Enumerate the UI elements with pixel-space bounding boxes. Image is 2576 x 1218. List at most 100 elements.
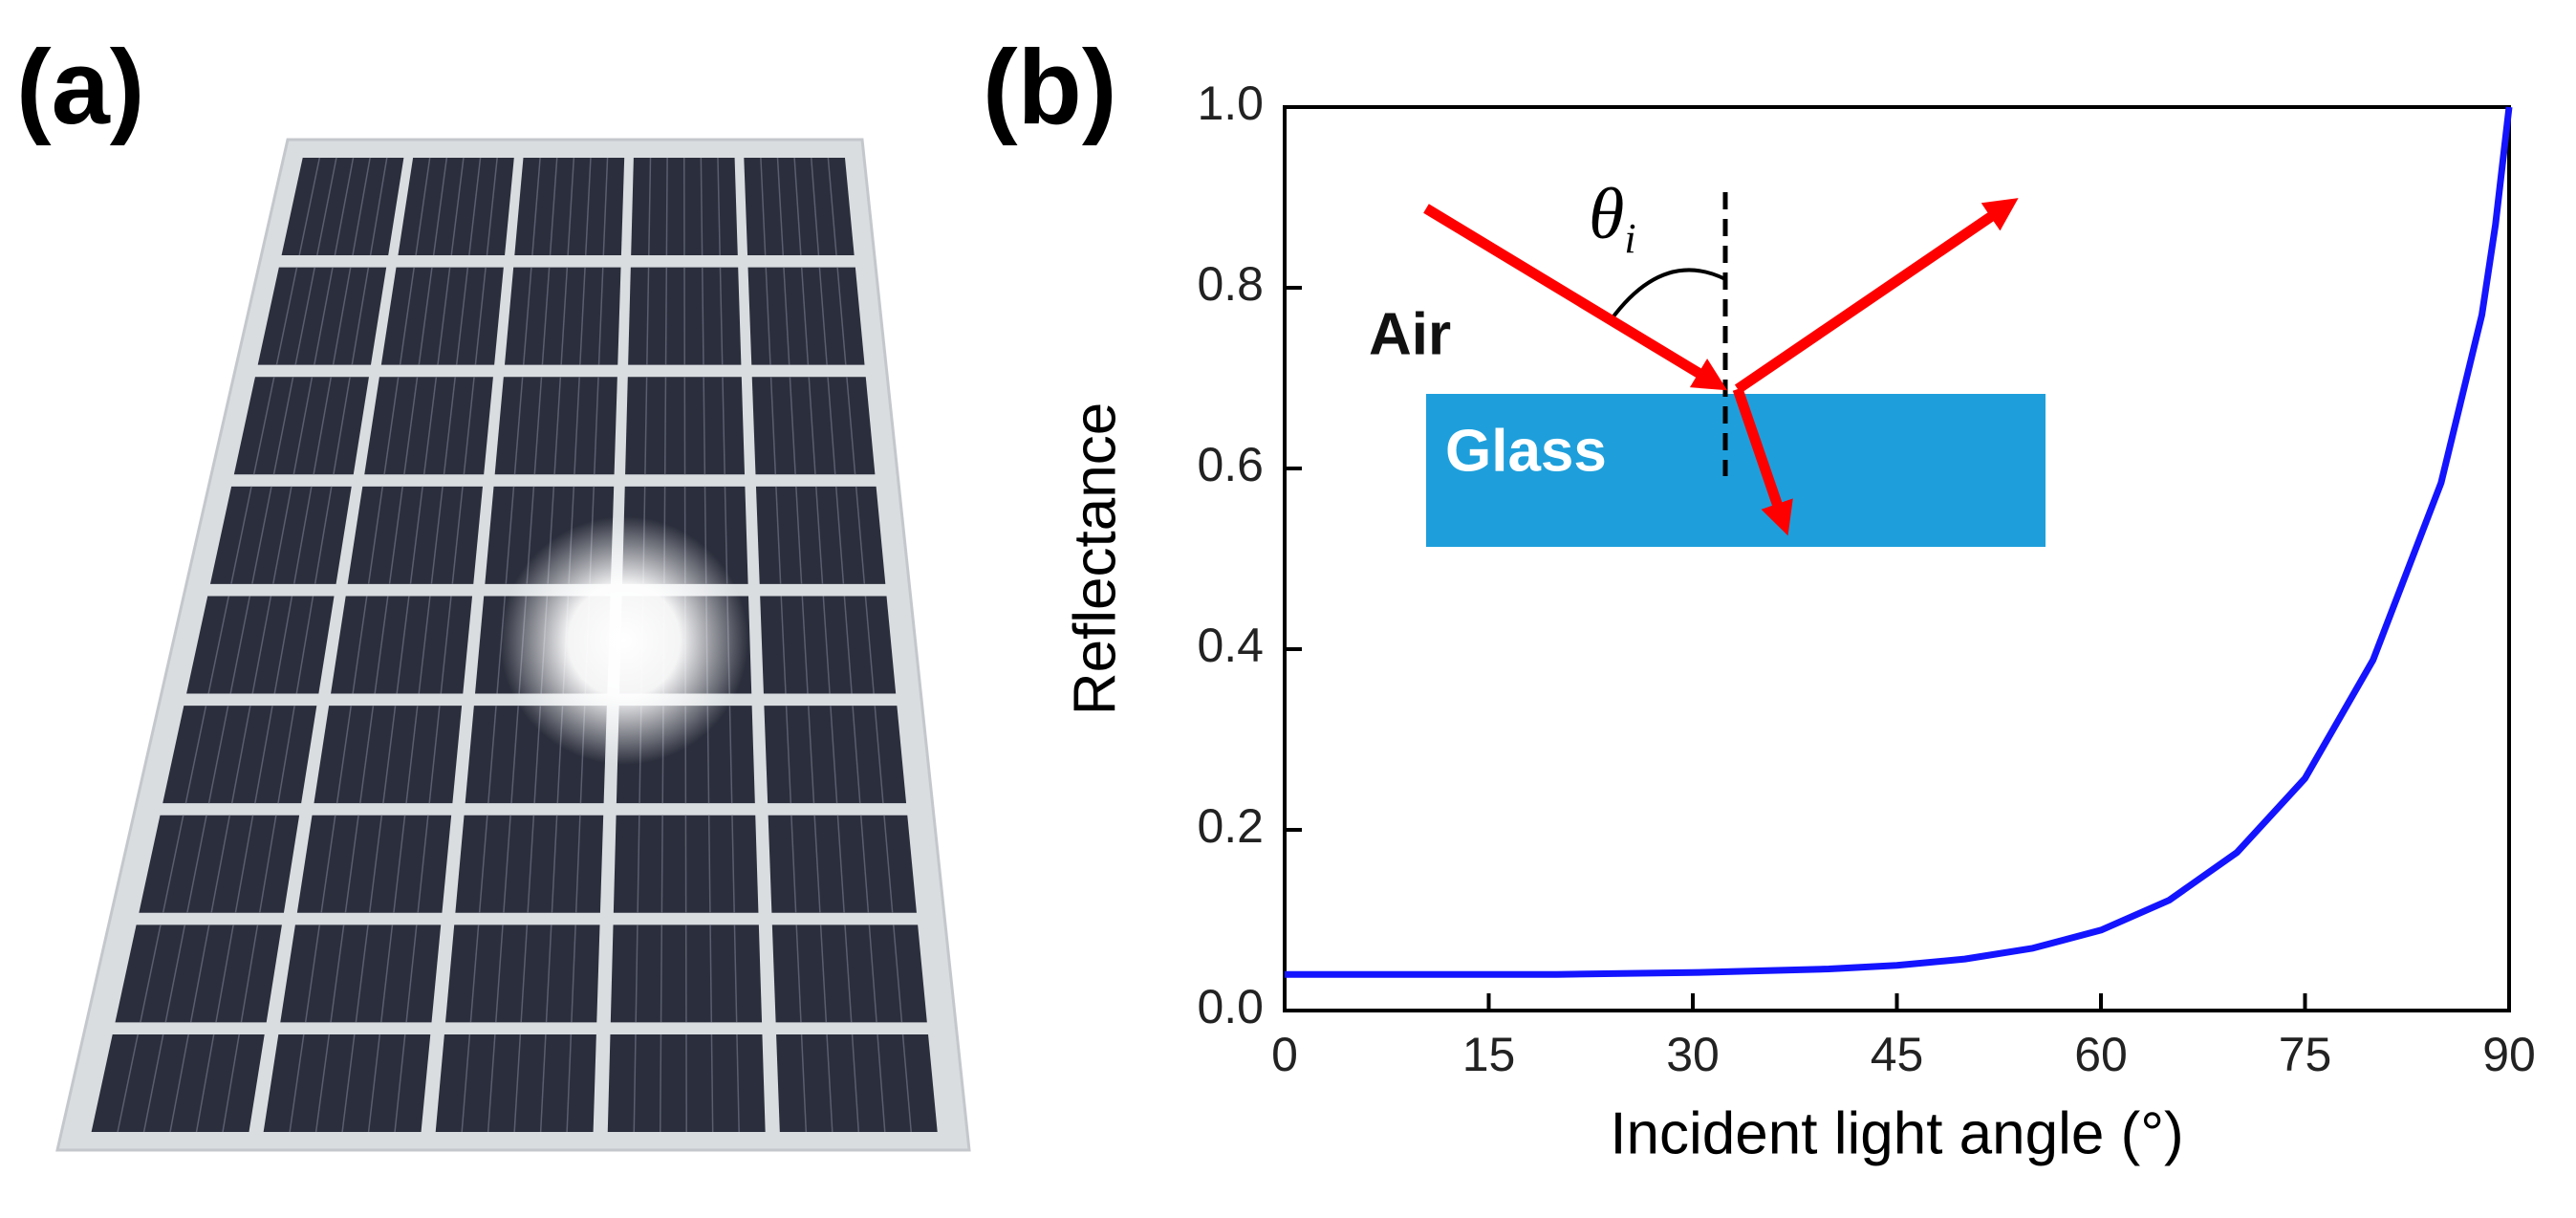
- cell-busbar: [409, 486, 423, 584]
- cell-busbar: [560, 267, 569, 365]
- cell-busbar: [513, 1033, 522, 1133]
- cell-busbar: [855, 486, 866, 584]
- cell-busbar: [405, 706, 419, 804]
- cell-busbar: [602, 157, 609, 255]
- cell-busbar: [513, 377, 524, 475]
- cell-busbar: [273, 596, 293, 694]
- cell-busbar: [795, 486, 803, 584]
- x-tick-label: 75: [2279, 1028, 2332, 1081]
- solar-panel-photo: [55, 138, 971, 1152]
- inset-diagram: Glass Air θi: [1369, 174, 2046, 547]
- cell-busbar: [553, 377, 562, 475]
- chart: 0 15 30 45 60 75 90 0.0 0.2 0.4 0.6 0.8 1.0 Incident …: [1062, 76, 2535, 1166]
- cell-busbar: [728, 706, 733, 804]
- cell-busbar: [207, 706, 229, 804]
- cell-busbar: [463, 377, 475, 475]
- cell-busbar: [184, 706, 207, 804]
- cell-busbar: [215, 924, 234, 1023]
- cell-busbar: [765, 267, 771, 365]
- cell-busbar: [785, 706, 792, 804]
- cell-busbar: [437, 267, 451, 365]
- cell-busbar: [474, 267, 487, 365]
- cell-busbar: [254, 706, 273, 804]
- x-tick-label: 60: [2074, 1028, 2128, 1081]
- x-tick-label: 90: [2482, 1028, 2536, 1081]
- cell-busbar: [294, 267, 316, 365]
- solar-cell: [771, 924, 927, 1023]
- cell-busbar: [367, 1033, 381, 1133]
- glass-block: [1426, 394, 2046, 547]
- cell-busbar: [659, 1034, 662, 1132]
- cell-busbar: [664, 267, 668, 365]
- cell-busbar: [901, 1033, 912, 1133]
- x-tick-label: 0: [1271, 1028, 1298, 1081]
- cell-busbar: [736, 1034, 740, 1132]
- cell-busbar: [541, 267, 551, 365]
- solar-cell: [331, 596, 473, 694]
- cell-busbar: [818, 267, 828, 365]
- cell-busbar: [893, 924, 903, 1023]
- cell-busbar: [169, 1033, 189, 1133]
- cell-busbar: [864, 596, 875, 694]
- cell-busbar: [852, 706, 861, 804]
- cell-busbar: [251, 596, 272, 694]
- cell-busbar: [795, 924, 802, 1023]
- y-tick-label: 1.0: [1197, 76, 1264, 130]
- cell-busbar: [707, 815, 711, 913]
- cell-busbar: [207, 596, 230, 694]
- cell-busbar: [334, 157, 355, 256]
- cell-busbar: [827, 377, 836, 475]
- cell-busbar: [646, 267, 650, 365]
- air-label: Air: [1369, 301, 1451, 367]
- solar-cell: [744, 158, 855, 255]
- cell-busbar: [808, 377, 816, 475]
- cell-busbar: [272, 486, 292, 584]
- cell-busbar: [189, 924, 210, 1023]
- cell-busbar: [367, 486, 383, 584]
- cell-busbar: [451, 486, 464, 584]
- cell-busbar: [644, 377, 648, 475]
- cell-busbar: [843, 596, 853, 694]
- cell-busbar: [352, 157, 371, 256]
- cell-busbar: [633, 1034, 637, 1132]
- cell-busbar: [663, 377, 667, 475]
- cell-busbar: [292, 377, 314, 475]
- cell-busbar: [314, 267, 334, 365]
- plot-frame: [1283, 105, 2511, 1012]
- cell-busbar: [461, 1033, 471, 1133]
- cell-busbar: [422, 377, 438, 475]
- cell-busbar: [836, 815, 845, 913]
- cell-busbar: [369, 157, 388, 256]
- cell-busbar: [877, 1033, 886, 1133]
- cell-busbar: [314, 1033, 331, 1133]
- glare: [500, 516, 748, 765]
- cell-busbar: [351, 267, 370, 365]
- x-tick-label: 45: [1871, 1028, 1924, 1081]
- cell-busbar: [468, 157, 482, 256]
- cell-busbar: [790, 815, 797, 913]
- cell-busbar: [566, 1034, 573, 1133]
- cell-busbar: [665, 158, 668, 255]
- cell-busbar: [230, 706, 251, 804]
- cell-busbar: [304, 924, 321, 1023]
- cell-busbar: [316, 157, 337, 256]
- cell-busbar: [520, 924, 529, 1023]
- solar-cell: [364, 377, 493, 475]
- cell-busbar: [162, 815, 184, 913]
- solar-cell: [257, 267, 387, 365]
- cell-busbar: [275, 267, 298, 365]
- cell-busbar: [822, 596, 831, 694]
- cell-busbar: [844, 924, 853, 1023]
- y-axis-label: Reflectance: [1062, 402, 1128, 715]
- y-tick-label: 0.8: [1197, 257, 1264, 311]
- cell-busbar: [776, 157, 784, 256]
- cell-busbar: [272, 377, 294, 475]
- cell-busbar: [846, 377, 856, 475]
- solar-cell: [280, 924, 442, 1023]
- cell-busbar: [717, 158, 721, 255]
- cell-busbar: [394, 1033, 406, 1133]
- cell-busbar: [731, 815, 735, 913]
- solar-cell: [494, 377, 617, 475]
- cell-busbar: [258, 815, 277, 913]
